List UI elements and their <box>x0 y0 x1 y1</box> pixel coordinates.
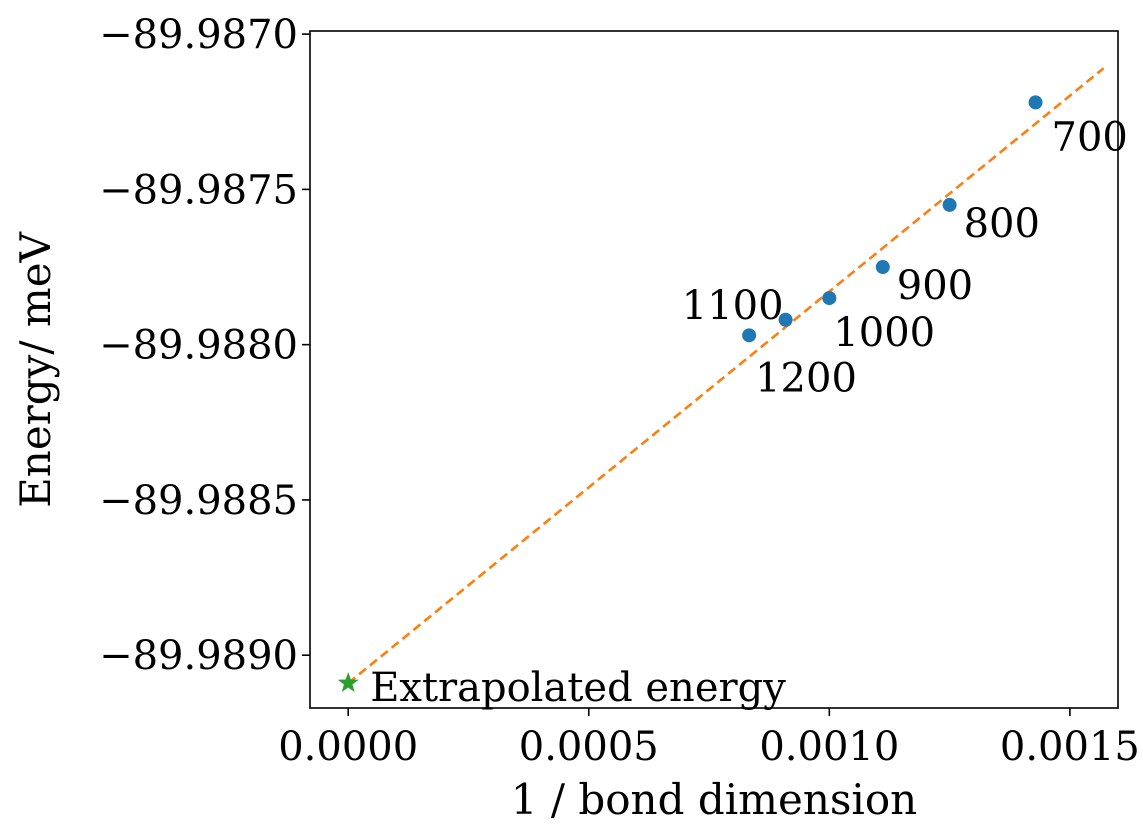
point-label-1100: 1100 <box>682 283 784 329</box>
y-tick-label: −89.9880 <box>99 323 298 369</box>
y-tick-label: −89.9890 <box>99 633 298 679</box>
y-axis-label: Energy/ meV <box>11 231 60 507</box>
y-axis: −89.9870 −89.9875 −89.9880 −89.9885 −89.9890 <box>99 12 310 679</box>
x-tick-label: 0.0000 <box>278 724 418 770</box>
point-label-900: 900 <box>897 263 973 309</box>
x-axis: 0.0000 0.0005 0.0010 0.0015 <box>278 708 1140 770</box>
extrapolated-energy-label: Extrapolated energy <box>370 665 786 711</box>
data-point-1100 <box>778 312 793 327</box>
extrapolated-point-marker <box>337 672 359 693</box>
plot-frame <box>309 30 1119 709</box>
point-label-1200: 1200 <box>755 355 857 401</box>
point-label-800: 800 <box>964 201 1040 247</box>
x-tick-label: 0.0005 <box>519 724 659 770</box>
x-axis-label: 1 / bond dimension <box>511 775 917 824</box>
y-tick-label: −89.9885 <box>99 478 298 524</box>
x-tick-label: 0.0015 <box>1000 724 1140 770</box>
point-label-1000: 1000 <box>833 310 935 356</box>
y-tick-label: −89.9870 <box>99 12 298 58</box>
data-point-700 <box>1028 95 1043 110</box>
points-layer <box>337 95 1043 693</box>
x-tick-label: 0.0010 <box>759 724 899 770</box>
data-point-1200 <box>742 328 757 343</box>
data-point-800 <box>942 197 957 212</box>
plot-background <box>310 31 1118 708</box>
y-tick-label: −89.9875 <box>99 167 298 213</box>
fit-line <box>347 67 1105 685</box>
fit-line-layer <box>347 67 1105 685</box>
data-point-900 <box>875 260 890 275</box>
data-point-1000 <box>822 291 837 306</box>
point-label-700: 700 <box>1052 114 1128 160</box>
